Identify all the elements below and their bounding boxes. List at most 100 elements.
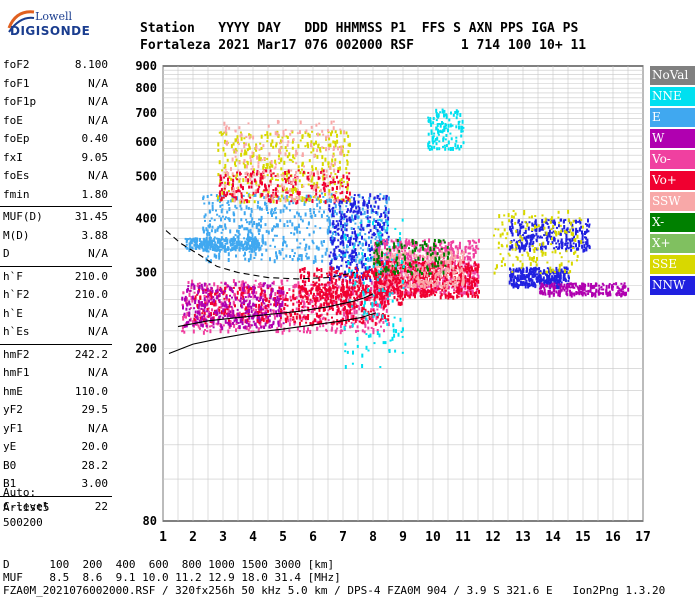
echo-point bbox=[294, 312, 296, 316]
echo-point bbox=[556, 276, 559, 279]
echo-point bbox=[385, 272, 388, 275]
echo-point bbox=[235, 319, 238, 323]
echo-point bbox=[333, 237, 336, 242]
echo-point bbox=[291, 160, 294, 163]
echo-point bbox=[275, 142, 278, 146]
echo-point bbox=[244, 176, 247, 179]
echo-point bbox=[211, 316, 214, 319]
echo-point bbox=[287, 169, 290, 173]
echo-point bbox=[186, 311, 189, 314]
echo-point bbox=[330, 198, 332, 203]
echo-point bbox=[263, 196, 266, 200]
echo-point bbox=[279, 151, 282, 155]
echo-point bbox=[362, 306, 365, 310]
echo-point bbox=[290, 200, 293, 203]
echo-point bbox=[283, 185, 286, 190]
echo-point bbox=[452, 267, 455, 270]
echo-point bbox=[357, 209, 360, 214]
echo-point bbox=[234, 155, 237, 158]
echo-point bbox=[410, 275, 413, 280]
echo-point bbox=[456, 112, 459, 116]
echo-point bbox=[220, 231, 223, 234]
echo-point bbox=[247, 258, 250, 263]
echo-point bbox=[473, 263, 476, 267]
echo-point bbox=[335, 256, 338, 260]
echo-point bbox=[354, 205, 357, 208]
echo-point bbox=[278, 154, 280, 158]
echo-point bbox=[296, 199, 299, 204]
echo-point bbox=[254, 147, 257, 151]
y-tick-label: 300 bbox=[135, 266, 157, 280]
echo-point bbox=[376, 266, 379, 269]
echo-point bbox=[354, 222, 357, 225]
echo-point bbox=[296, 190, 299, 195]
echo-point bbox=[323, 173, 326, 176]
echo-point bbox=[281, 139, 284, 143]
echo-point bbox=[213, 219, 216, 222]
echo-point bbox=[266, 284, 269, 289]
echo-point bbox=[263, 175, 266, 179]
echo-point bbox=[208, 283, 211, 286]
echo-point bbox=[256, 317, 259, 322]
echo-point bbox=[248, 200, 251, 204]
echo-point bbox=[337, 167, 340, 172]
echo-point bbox=[318, 133, 321, 136]
echo-point bbox=[257, 164, 260, 169]
echo-point bbox=[415, 266, 418, 271]
echo-point bbox=[434, 285, 437, 287]
echo-point bbox=[357, 276, 360, 279]
echo-point bbox=[336, 319, 339, 322]
echo-point bbox=[275, 199, 278, 204]
echo-point bbox=[205, 289, 207, 292]
echo-point bbox=[418, 262, 421, 264]
echo-point bbox=[429, 120, 432, 125]
echo-point bbox=[216, 247, 219, 252]
echo-point bbox=[314, 195, 317, 199]
echo-point bbox=[302, 172, 305, 177]
echo-point bbox=[408, 241, 411, 246]
echo-point bbox=[240, 292, 243, 296]
echo-point bbox=[291, 141, 294, 144]
echo-point bbox=[199, 327, 201, 330]
echo-point bbox=[333, 161, 336, 166]
echo-point bbox=[257, 242, 260, 245]
echo-point bbox=[229, 301, 232, 305]
echo-point bbox=[361, 306, 364, 311]
echo-point bbox=[203, 314, 206, 318]
echo-point bbox=[370, 245, 373, 248]
echo-point bbox=[322, 133, 325, 136]
echo-point bbox=[367, 247, 370, 252]
echo-point bbox=[250, 237, 253, 240]
echo-point bbox=[258, 318, 261, 323]
echo-point bbox=[334, 158, 337, 162]
echo-point bbox=[439, 111, 442, 114]
echo-point bbox=[220, 198, 223, 202]
echo-point bbox=[471, 277, 474, 280]
echo-point bbox=[331, 195, 334, 199]
echo-point bbox=[386, 253, 389, 256]
echo-point bbox=[473, 249, 476, 252]
echo-point bbox=[273, 193, 276, 198]
echo-point bbox=[218, 255, 221, 260]
echo-point bbox=[221, 244, 224, 247]
echo-point bbox=[197, 286, 200, 289]
echo-point bbox=[361, 289, 363, 293]
echo-point bbox=[331, 207, 334, 210]
echo-point bbox=[387, 208, 390, 213]
echo-point bbox=[318, 314, 320, 318]
echo-point bbox=[382, 195, 385, 200]
echo-point bbox=[433, 145, 436, 149]
echo-point bbox=[443, 282, 446, 287]
echo-point bbox=[282, 242, 284, 247]
echo-point bbox=[418, 258, 421, 261]
echo-point bbox=[234, 129, 237, 132]
echo-point bbox=[227, 285, 230, 288]
echo-point bbox=[329, 301, 332, 304]
echo-point bbox=[471, 294, 474, 298]
echo-point bbox=[342, 236, 345, 239]
echo-point bbox=[279, 139, 282, 144]
echo-point bbox=[346, 183, 349, 187]
echo-point bbox=[406, 267, 409, 271]
echo-point bbox=[430, 129, 433, 133]
echo-point bbox=[297, 144, 300, 149]
